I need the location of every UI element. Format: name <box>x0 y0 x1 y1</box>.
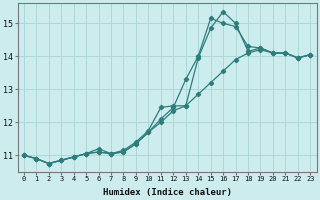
X-axis label: Humidex (Indice chaleur): Humidex (Indice chaleur) <box>103 188 232 197</box>
